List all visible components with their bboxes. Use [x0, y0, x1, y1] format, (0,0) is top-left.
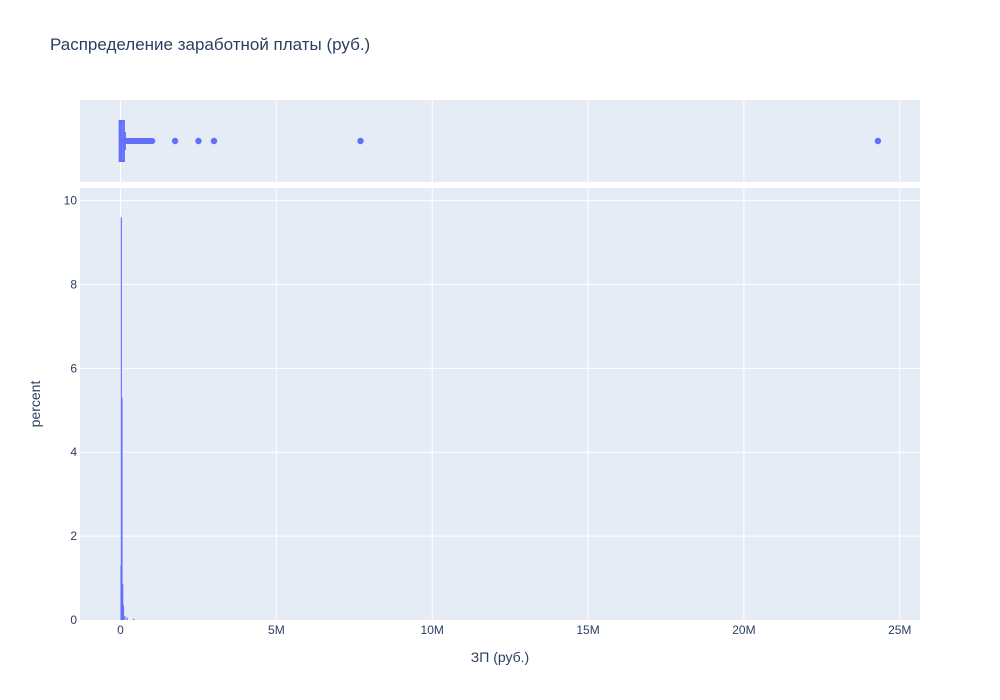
- main-plot-area: [80, 188, 920, 620]
- x-tick-label: 5M: [268, 623, 285, 637]
- x-tick-label: 10M: [421, 623, 444, 637]
- y-tick-label: 4: [70, 445, 77, 459]
- x-tick-label: 15M: [576, 623, 599, 637]
- x-tick-label: 20M: [732, 623, 755, 637]
- histogram-bar: [133, 618, 135, 620]
- y-axis-label: percent: [27, 381, 43, 428]
- box-outlier-point: [171, 137, 179, 145]
- x-tick-label: 25M: [888, 623, 911, 637]
- box-outlier-point: [874, 137, 882, 145]
- box-outlier-point: [195, 137, 202, 145]
- box-outlier-point: [149, 138, 156, 144]
- histogram-bar: [122, 584, 124, 620]
- x-axis-ticks: 0 5M 10M 15M 20M 25M: [117, 623, 911, 637]
- y-tick-label: 8: [70, 277, 77, 291]
- box-outlier-point: [210, 137, 218, 145]
- y-tick-label: 6: [70, 361, 77, 375]
- y-tick-label: 2: [70, 529, 77, 543]
- histogram-bar: [122, 605, 125, 620]
- marginal-plot-area: [80, 100, 920, 182]
- x-tick-label: 0: [117, 623, 124, 637]
- histogram-bars: [120, 217, 135, 620]
- histogram-bar: [124, 615, 126, 620]
- chart-title: Распределение заработной платы (руб.): [50, 35, 370, 54]
- x-axis-label: ЗП (руб.): [471, 649, 529, 665]
- histogram-bar: [120, 217, 122, 620]
- y-axis-ticks: 0 2 4 6 8 10: [64, 194, 78, 627]
- y-tick-label: 10: [64, 194, 78, 208]
- histogram-bar: [121, 397, 123, 620]
- histogram-bar: [126, 617, 128, 620]
- box-outlier-point: [357, 137, 364, 145]
- marginal-box-plot: [118, 120, 882, 162]
- main-gridlines: [80, 188, 920, 620]
- marginal-gridlines: [120, 100, 901, 182]
- y-tick-label: 0: [70, 613, 77, 627]
